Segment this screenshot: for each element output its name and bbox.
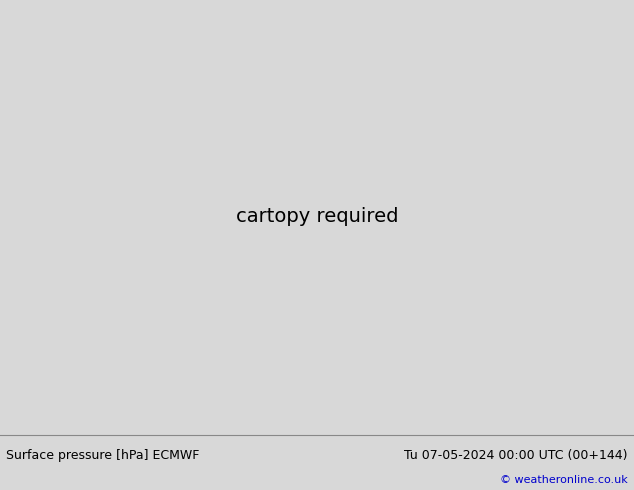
Text: © weatheronline.co.uk: © weatheronline.co.uk: [500, 475, 628, 485]
Text: Surface pressure [hPa] ECMWF: Surface pressure [hPa] ECMWF: [6, 448, 200, 462]
Text: cartopy required: cartopy required: [236, 207, 398, 226]
Text: Tu 07-05-2024 00:00 UTC (00+144): Tu 07-05-2024 00:00 UTC (00+144): [404, 448, 628, 462]
